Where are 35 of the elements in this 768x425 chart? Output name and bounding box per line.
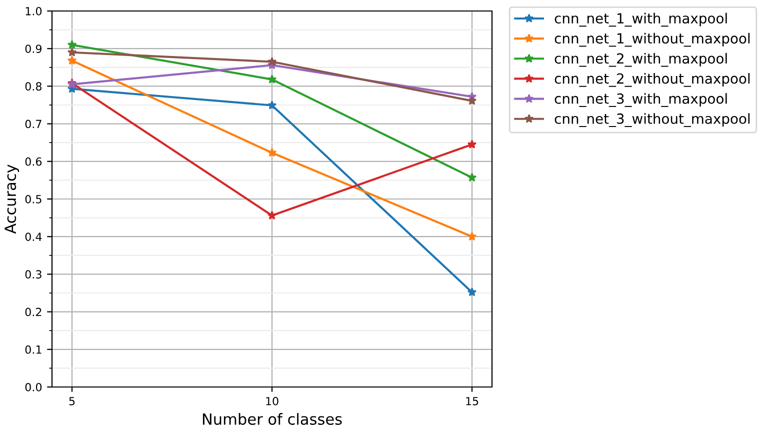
- legend-label: cnn_net_2_without_maxpool: [554, 73, 750, 87]
- y-tick-label: 0.3: [25, 270, 42, 279]
- y-tick-label: 0.4: [25, 232, 42, 241]
- y-tick-label: 0.5: [25, 194, 42, 204]
- y-tick-label: 0.2: [25, 308, 42, 316]
- x-tick-label: 15: [466, 397, 478, 406]
- y-tick-label: 0.1: [25, 345, 42, 354]
- x-tick-label: 10: [266, 396, 278, 406]
- legend-label: cnn_net_2_with_maxpool: [554, 52, 727, 67]
- point: [267, 148, 277, 157]
- y-tick-label: 0.8: [25, 82, 42, 91]
- y-axis-title: Accuracy: [4, 164, 20, 234]
- point: [467, 96, 477, 105]
- legend-label: cnn_net_1_without_maxpool: [554, 32, 750, 47]
- legend-label: cnn_net_3_without_maxpool: [554, 113, 750, 128]
- y-tick-label: 0.0: [25, 382, 42, 392]
- point: [467, 232, 477, 241]
- point: [467, 287, 477, 296]
- point: [267, 210, 277, 220]
- point: [467, 140, 477, 149]
- point: [67, 40, 77, 49]
- y-tick-label: 0.7: [25, 120, 42, 128]
- point: [267, 100, 277, 110]
- x-tick-label: 5: [69, 397, 75, 406]
- x-axis-title: Number of classes: [202, 413, 342, 425]
- point: [67, 56, 77, 65]
- point: [67, 48, 77, 56]
- point: [467, 172, 477, 182]
- y-tick-label: 0.9: [25, 44, 42, 53]
- point: [267, 74, 277, 84]
- legend-label: cnn_net_1_with_maxpool: [554, 12, 727, 27]
- y-tick-label: 1.0: [26, 6, 42, 16]
- point: [267, 56, 277, 66]
- legend-label: cnn_net_3_with_maxpool: [554, 93, 727, 107]
- y-tick-label: 0.6: [25, 157, 42, 166]
